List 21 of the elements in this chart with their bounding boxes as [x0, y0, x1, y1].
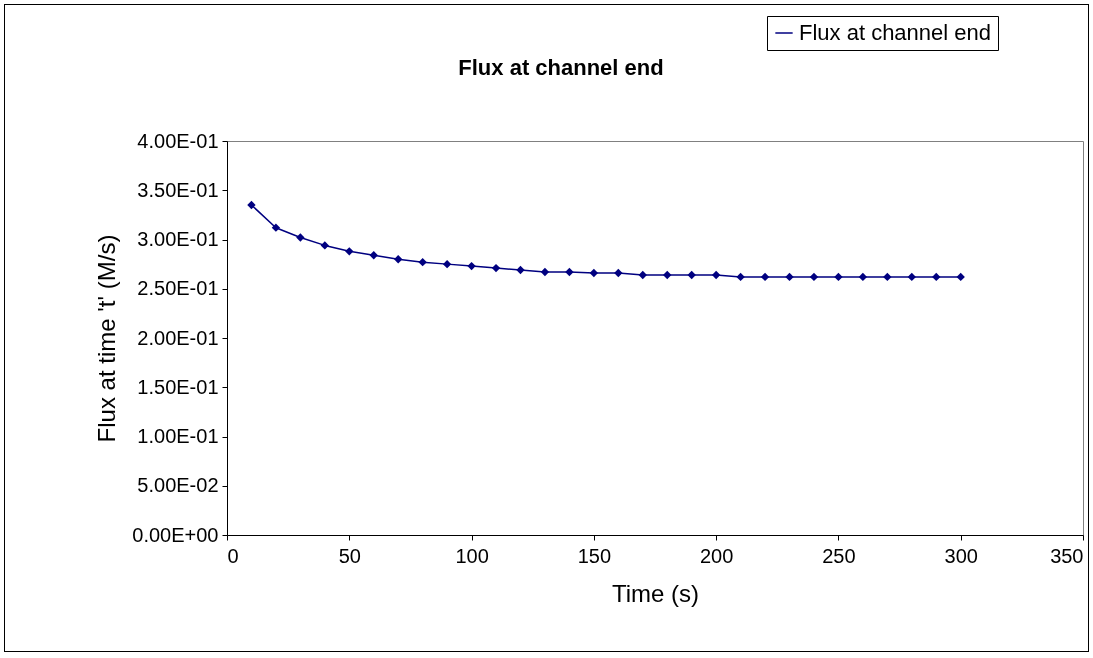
y-axis-title: Flux at time 't' (M/s): [93, 234, 121, 443]
x-tick-label: 300: [944, 544, 978, 567]
x-tick-label: 100: [455, 544, 489, 567]
x-tick-label: 250: [822, 544, 856, 567]
y-tick-label: 5.00E-02: [137, 474, 219, 497]
y-tick-label: 1.50E-01: [137, 375, 219, 398]
x-tick-label: 0: [227, 544, 239, 567]
x-tick-label: 200: [699, 544, 734, 567]
y-tick-label: 3.50E-01: [137, 178, 219, 201]
y-tick-label: 2.50E-01: [137, 277, 219, 300]
y-tick-label: 4.00E-01: [137, 129, 219, 152]
y-tick-label: 3.00E-01: [137, 228, 219, 250]
legend-label: Flux at channel end: [799, 20, 992, 45]
x-tick-label: 150: [577, 544, 612, 567]
x-tick-label: 350: [1050, 544, 1084, 567]
x-axis-title: Time (s): [611, 579, 700, 607]
x-tick-label: 50: [338, 544, 361, 567]
y-tick-label: 1.00E-01: [137, 425, 219, 447]
y-tick-label: 2.00E-01: [137, 326, 219, 349]
chart-title: Flux at channel end: [458, 54, 664, 80]
y-tick-label: 0.00E+00: [132, 523, 219, 546]
